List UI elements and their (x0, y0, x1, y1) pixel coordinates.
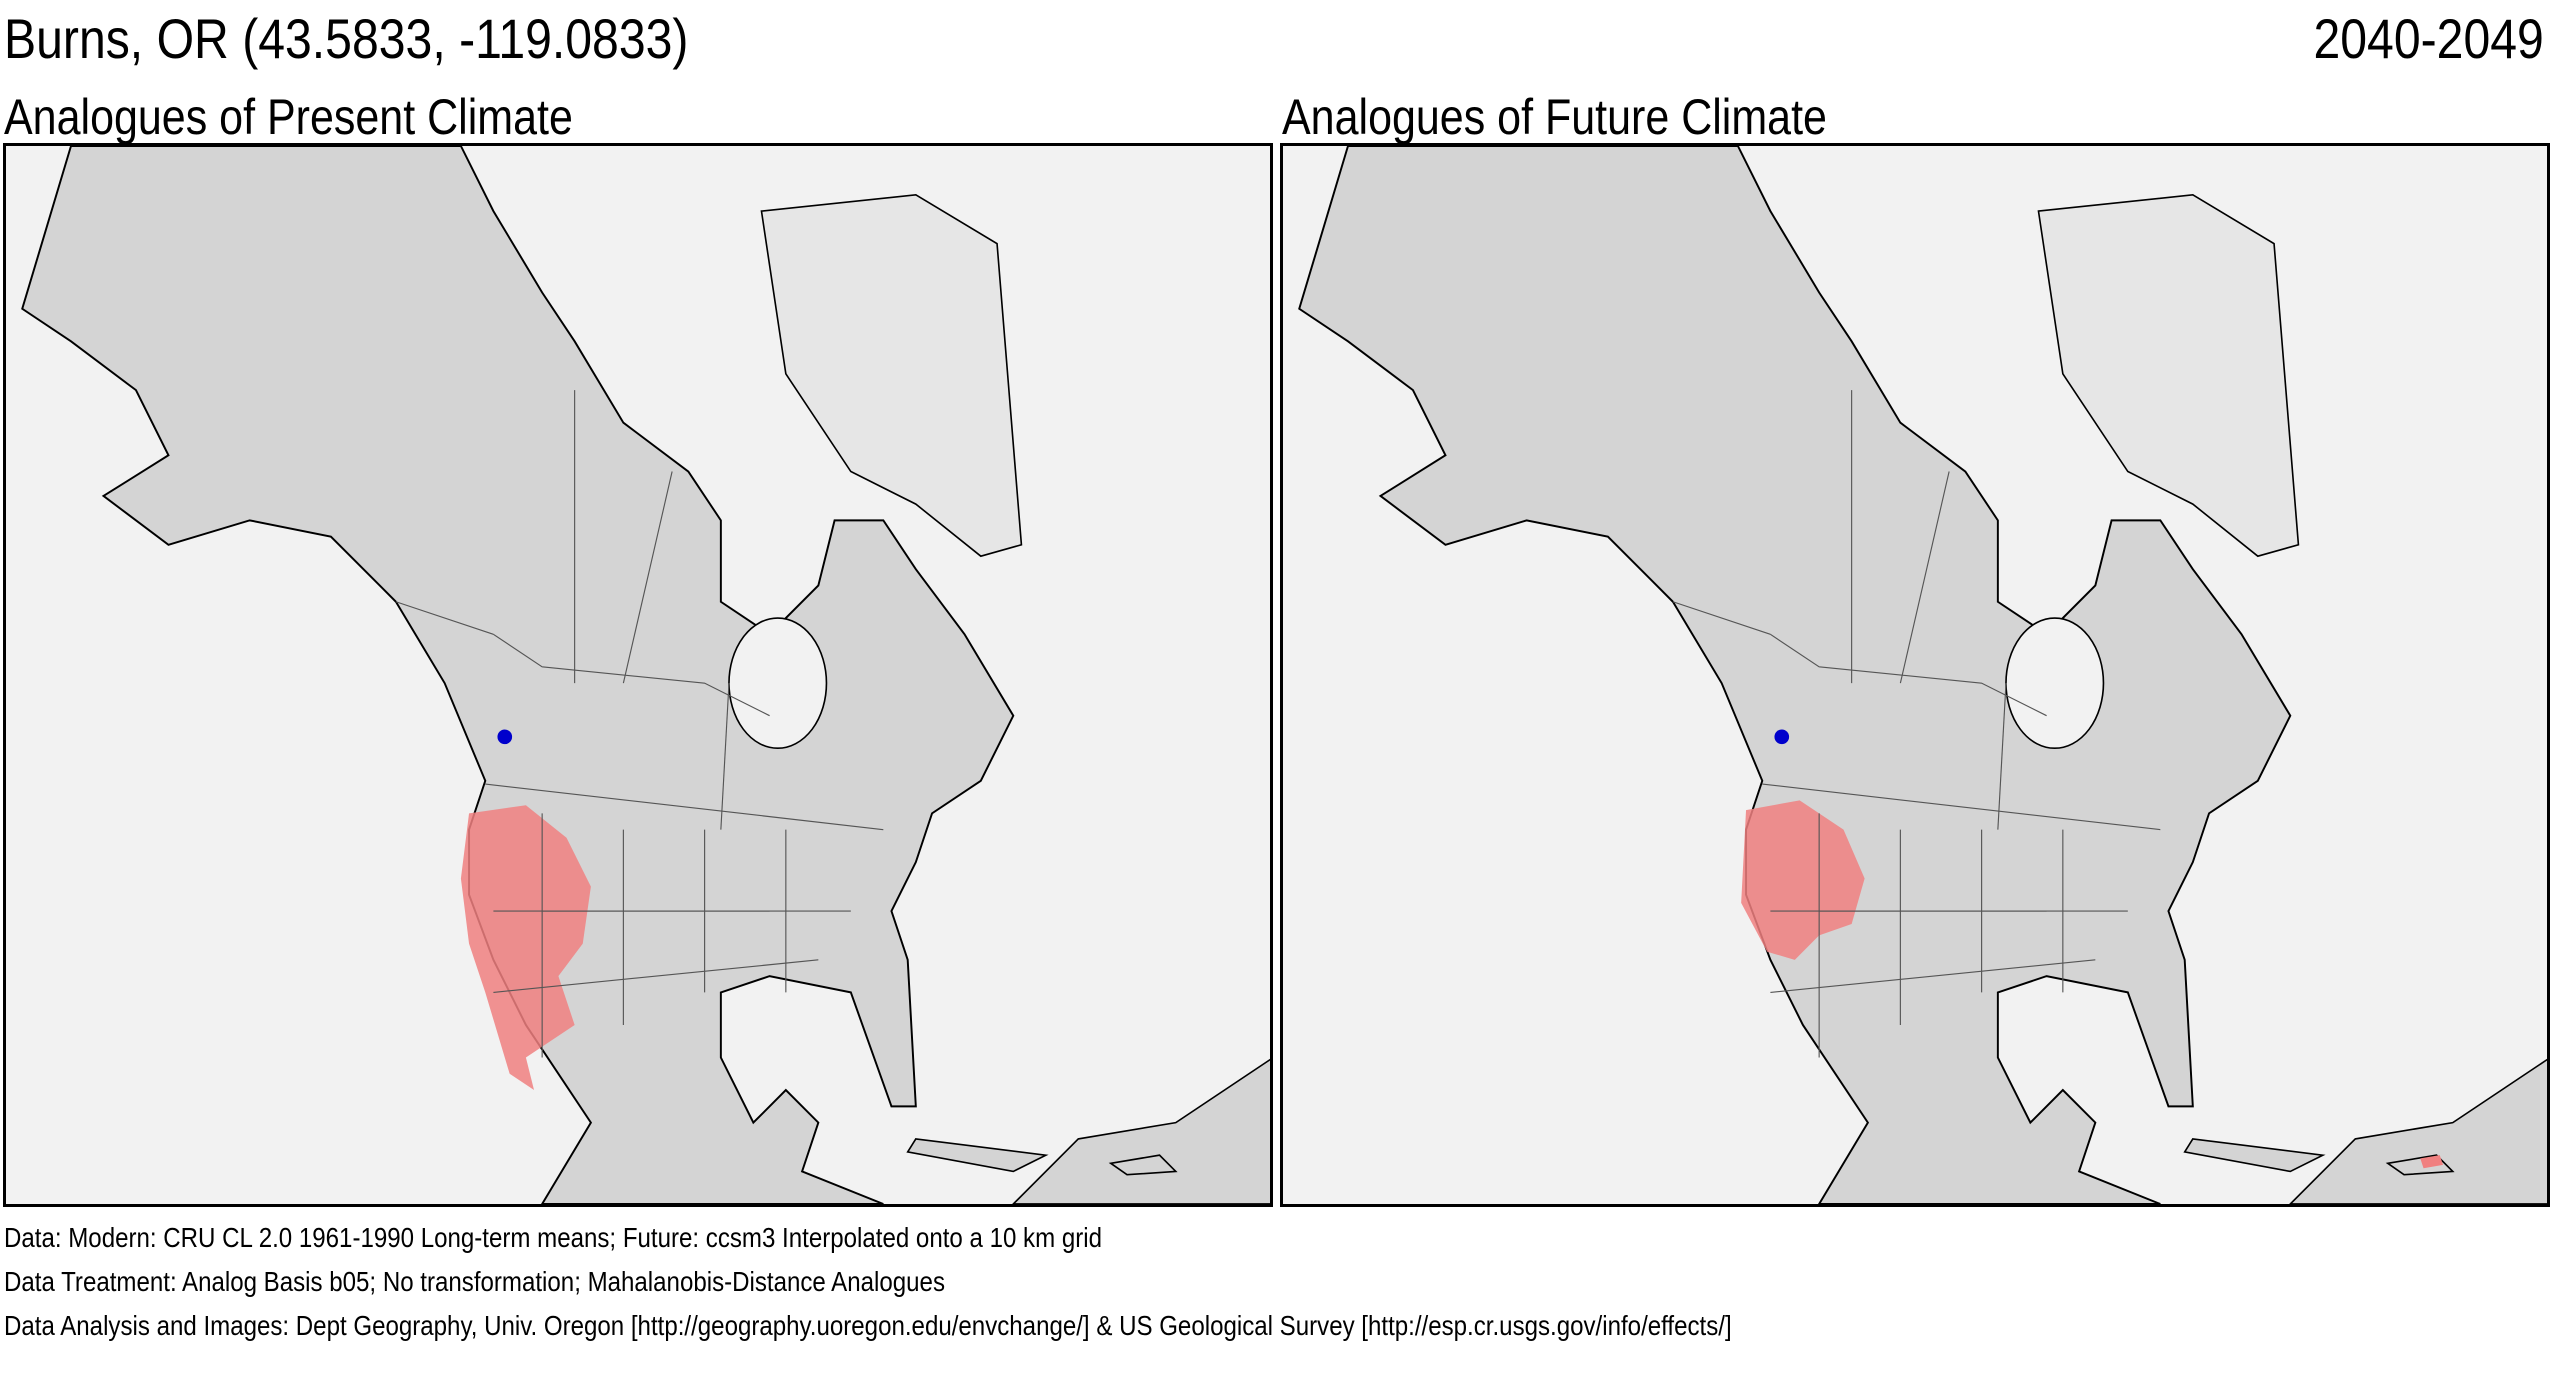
political-border (1899, 471, 1950, 684)
analog-region (460, 805, 591, 1091)
north-america-landmass (1298, 146, 2292, 1204)
political-border (1770, 633, 2047, 717)
political-border (395, 601, 494, 635)
caribbean-island (2183, 1138, 2326, 1173)
map-canvas (1298, 146, 2547, 1204)
political-border (720, 683, 730, 830)
period-label: 2040-2049 (2313, 7, 2544, 70)
political-border (493, 633, 770, 717)
map-canvas (21, 146, 1270, 1204)
political-border (622, 471, 673, 684)
present-panel-title: Analogues of Present Climate (4, 89, 573, 145)
hudson-bay (2005, 617, 2105, 750)
footer-credits: Data Analysis and Images: Dept Geography… (4, 1310, 1732, 1341)
political-border (1770, 959, 2096, 993)
greenland (760, 193, 1023, 558)
north-america-landmass (21, 146, 1015, 1204)
south-america (1012, 1058, 1270, 1204)
analog-region (2420, 1155, 2444, 1169)
political-border (1762, 783, 2161, 831)
site-marker (1774, 729, 1790, 745)
political-border (493, 959, 819, 993)
site-marker (497, 729, 513, 745)
south-america (2289, 1058, 2547, 1204)
footer-data-source: Data: Modern: CRU CL 2.0 1961-1990 Long-… (4, 1222, 1102, 1253)
political-border (485, 783, 884, 831)
present-climate-map (3, 143, 1273, 1207)
future-climate-map (1280, 143, 2550, 1207)
analog-region (1741, 800, 1865, 960)
greenland (2037, 193, 2300, 558)
political-border (1997, 683, 2007, 830)
map-title: Burns, OR (43.5833, -119.0833) (4, 7, 689, 70)
footer-data-treatment: Data Treatment: Analog Basis b05; No tra… (4, 1266, 946, 1297)
future-panel-title: Analogues of Future Climate (1282, 89, 1827, 145)
political-border (1672, 601, 1771, 635)
caribbean-island (1108, 1154, 1178, 1176)
caribbean-island (906, 1138, 1049, 1173)
hudson-bay (728, 617, 828, 750)
